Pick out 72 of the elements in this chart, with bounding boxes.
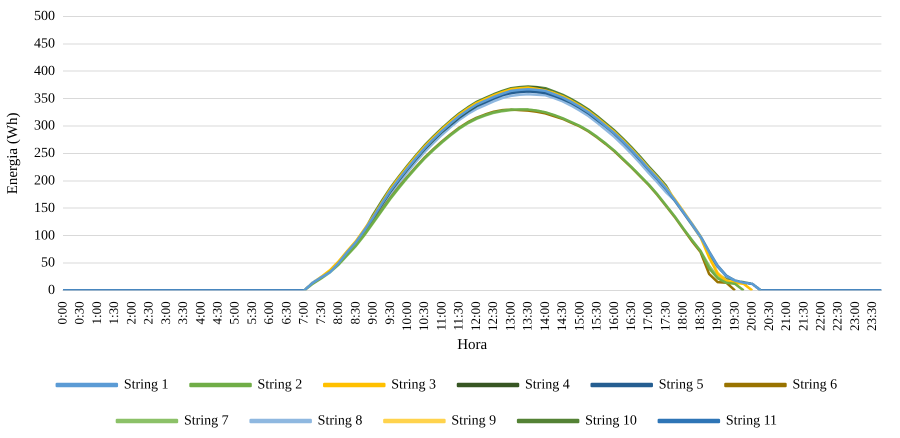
y-tick-label: 250 [34, 146, 55, 162]
x-tick-label: 14:30 [554, 301, 570, 332]
x-tick-label: 10:30 [416, 301, 432, 332]
x-tick-label: 5:00 [226, 301, 242, 325]
x-tick-label: 0:00 [54, 301, 70, 325]
x-tick-label: 5:30 [244, 301, 259, 325]
x-tick-label: 21:00 [778, 301, 794, 332]
legend-label: String 8 [318, 414, 362, 429]
x-tick-label: 8:00 [330, 301, 346, 325]
x-tick-label: 17:30 [657, 301, 672, 332]
x-tick-label: 12:30 [485, 301, 500, 332]
x-tick-label: 14:00 [536, 301, 552, 332]
x-tick-label: 1:00 [88, 301, 104, 325]
x-tick-label: 21:30 [795, 301, 810, 332]
x-tick-label: 18:00 [674, 301, 690, 332]
legend-label: String 5 [658, 378, 704, 393]
x-tick-label: 6:30 [278, 301, 294, 325]
x-tick-label: 11:30 [450, 301, 466, 331]
legend-label: String 6 [792, 378, 838, 393]
y-tick-label: 300 [34, 118, 55, 134]
x-tick-label: 9:00 [364, 301, 380, 325]
x-tick-label: 22:30 [830, 301, 845, 332]
x-tick-label: 0:30 [72, 301, 87, 325]
x-tick-label: 4:30 [209, 301, 224, 325]
y-tick-label: 500 [34, 9, 55, 24]
x-tick-label: 15:30 [588, 301, 604, 332]
x-tick-label: 3:00 [158, 301, 173, 325]
x-tick-label: 20:30 [760, 301, 776, 332]
x-tick-label: 16:00 [606, 301, 621, 332]
x-tick-label: 12:00 [468, 301, 483, 332]
x-tick-label: 3:30 [175, 301, 190, 325]
y-tick-label: 0 [48, 283, 55, 298]
legend-label: String 1 [124, 378, 169, 393]
x-tick-label: 6:00 [261, 301, 276, 325]
legend-label: String 4 [525, 378, 570, 393]
y-tick-label: 450 [34, 36, 55, 52]
legend-label: String 10 [585, 414, 637, 429]
legend-label: String 3 [391, 378, 436, 393]
y-tick-label: 150 [34, 200, 55, 216]
x-tick-label: 9:30 [382, 301, 397, 325]
x-tick-label: 2:30 [140, 301, 156, 325]
x-tick-label: 11:00 [433, 301, 448, 331]
x-tick-label: 8:30 [347, 301, 362, 325]
x-tick-label: 22:00 [812, 301, 828, 332]
x-tick-label: 17:00 [640, 301, 656, 332]
x-axis-title: Hora [457, 336, 488, 353]
y-axis-title: Energia (Wh) [4, 112, 21, 194]
legend-label: String 7 [184, 414, 229, 429]
y-tick-label: 400 [34, 64, 55, 79]
x-tick-label: 4:00 [192, 301, 208, 325]
y-tick-label: 350 [34, 91, 55, 106]
y-tick-label: 50 [41, 256, 55, 271]
legend-label: String 11 [726, 414, 778, 429]
x-tick-label: 16:30 [622, 301, 638, 332]
x-tick-label: 13:30 [520, 301, 535, 332]
x-tick-label: 10:00 [399, 301, 414, 332]
x-tick-label: 19:00 [709, 301, 724, 332]
x-tick-label: 20:00 [744, 301, 759, 332]
x-tick-label: 23:30 [864, 301, 880, 332]
legend-label: String 2 [258, 378, 302, 393]
x-tick-label: 23:00 [846, 301, 862, 332]
y-tick-label: 100 [34, 228, 55, 244]
x-tick-label: 19:30 [726, 301, 742, 332]
x-tick-label: 2:00 [123, 301, 138, 325]
x-tick-label: 7:30 [312, 301, 328, 325]
x-tick-label: 15:00 [571, 301, 586, 332]
x-tick-label: 13:00 [502, 301, 518, 332]
legend-label: String 9 [451, 414, 496, 429]
x-tick-label: 1:30 [106, 301, 122, 325]
y-tick-label: 200 [34, 173, 55, 188]
x-tick-label: 7:00 [296, 301, 311, 325]
x-tick-label: 18:30 [692, 301, 707, 332]
